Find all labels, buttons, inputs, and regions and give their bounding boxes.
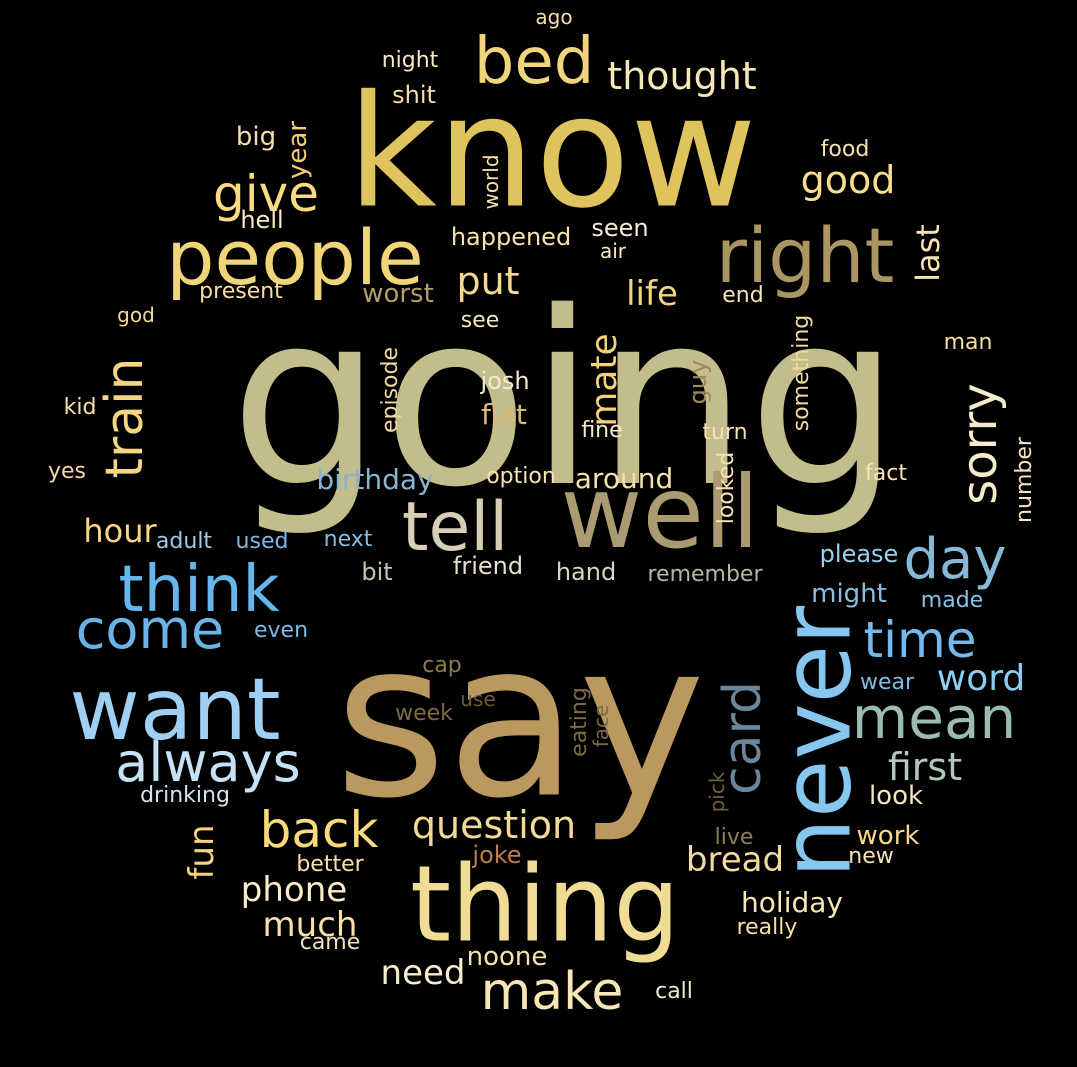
word: live	[714, 825, 754, 850]
word: mean	[851, 684, 1017, 752]
word: bit	[361, 558, 393, 586]
word: bread	[685, 840, 785, 880]
word: right	[715, 211, 895, 300]
word: ago	[535, 5, 573, 29]
word: tell	[401, 488, 509, 567]
word: face	[589, 704, 613, 748]
word: night	[381, 48, 439, 73]
word: pick	[705, 771, 729, 813]
word: friend	[452, 552, 524, 580]
word: see	[460, 308, 500, 333]
word: god	[117, 303, 155, 327]
word: use	[460, 687, 496, 711]
word: call	[655, 979, 693, 1004]
word: josh	[480, 367, 530, 395]
word: first	[887, 745, 963, 789]
word: come	[75, 598, 225, 661]
word: present	[199, 279, 283, 304]
word: wear	[859, 670, 915, 695]
word: always	[115, 731, 301, 794]
word: eating	[567, 687, 592, 757]
word: might	[811, 579, 887, 609]
word: holiday	[741, 886, 843, 919]
word: guy	[684, 359, 712, 405]
word: hell	[240, 206, 284, 234]
word: next	[323, 527, 373, 552]
word: bed	[473, 25, 595, 99]
word: better	[296, 852, 364, 877]
word: kid	[63, 395, 97, 420]
word: think	[118, 553, 280, 627]
word: thought	[607, 54, 757, 98]
word: going	[229, 260, 901, 540]
word: shit	[392, 81, 436, 109]
word: cap	[422, 653, 462, 678]
word: sorry	[952, 383, 1008, 505]
word: made	[920, 588, 984, 613]
word: end	[722, 283, 764, 308]
word: happened	[450, 223, 572, 251]
word: work	[856, 821, 920, 851]
word: used	[235, 529, 289, 554]
word: around	[574, 462, 674, 495]
word: seen	[591, 214, 649, 242]
word: air	[599, 239, 627, 263]
word: life	[626, 274, 678, 314]
word: word	[936, 658, 1026, 699]
word: hand	[555, 558, 617, 586]
word: much	[262, 905, 358, 945]
word: number	[1012, 437, 1037, 523]
word: something	[789, 314, 814, 432]
word: well	[560, 454, 760, 571]
word: fun	[182, 824, 222, 880]
word: phone	[240, 870, 348, 910]
word: adult	[155, 529, 213, 554]
word: need	[380, 953, 466, 993]
word: fact	[865, 461, 907, 486]
word: noone	[466, 942, 548, 972]
word: looked	[714, 451, 739, 525]
word: hour	[83, 512, 157, 550]
word: yes	[47, 459, 87, 484]
word: train	[95, 357, 155, 479]
word: man	[943, 330, 993, 355]
word: birthday	[316, 463, 434, 496]
word: give	[213, 165, 319, 223]
word: joke	[472, 841, 522, 869]
word: option	[486, 464, 556, 489]
word: even	[253, 618, 309, 643]
word: worst	[362, 279, 434, 309]
word: know	[347, 61, 757, 243]
word: last	[909, 224, 947, 282]
word: make	[480, 962, 624, 1022]
word: people	[166, 213, 424, 302]
word: flat	[481, 398, 527, 431]
word: big	[235, 122, 277, 152]
word: came	[299, 930, 361, 955]
word: episode	[378, 346, 403, 434]
word: good	[800, 158, 896, 202]
word: say	[334, 594, 706, 846]
word: fine	[581, 418, 623, 443]
word: thing	[409, 843, 681, 966]
word: look	[868, 781, 924, 811]
word: turn	[702, 420, 748, 445]
word: time	[863, 611, 977, 669]
word: question	[411, 803, 577, 847]
word: put	[456, 259, 520, 303]
word: week	[395, 701, 453, 726]
word: food	[820, 137, 870, 162]
word: mate	[584, 333, 625, 427]
word: remember	[647, 562, 763, 587]
word: world	[479, 154, 503, 210]
word: drinking	[140, 783, 230, 808]
word: new	[848, 844, 894, 869]
word: year	[283, 120, 313, 180]
word: day	[903, 527, 1007, 592]
word: please	[819, 540, 899, 568]
word: back	[259, 801, 379, 859]
word: want	[69, 660, 281, 760]
word: really	[736, 915, 798, 940]
